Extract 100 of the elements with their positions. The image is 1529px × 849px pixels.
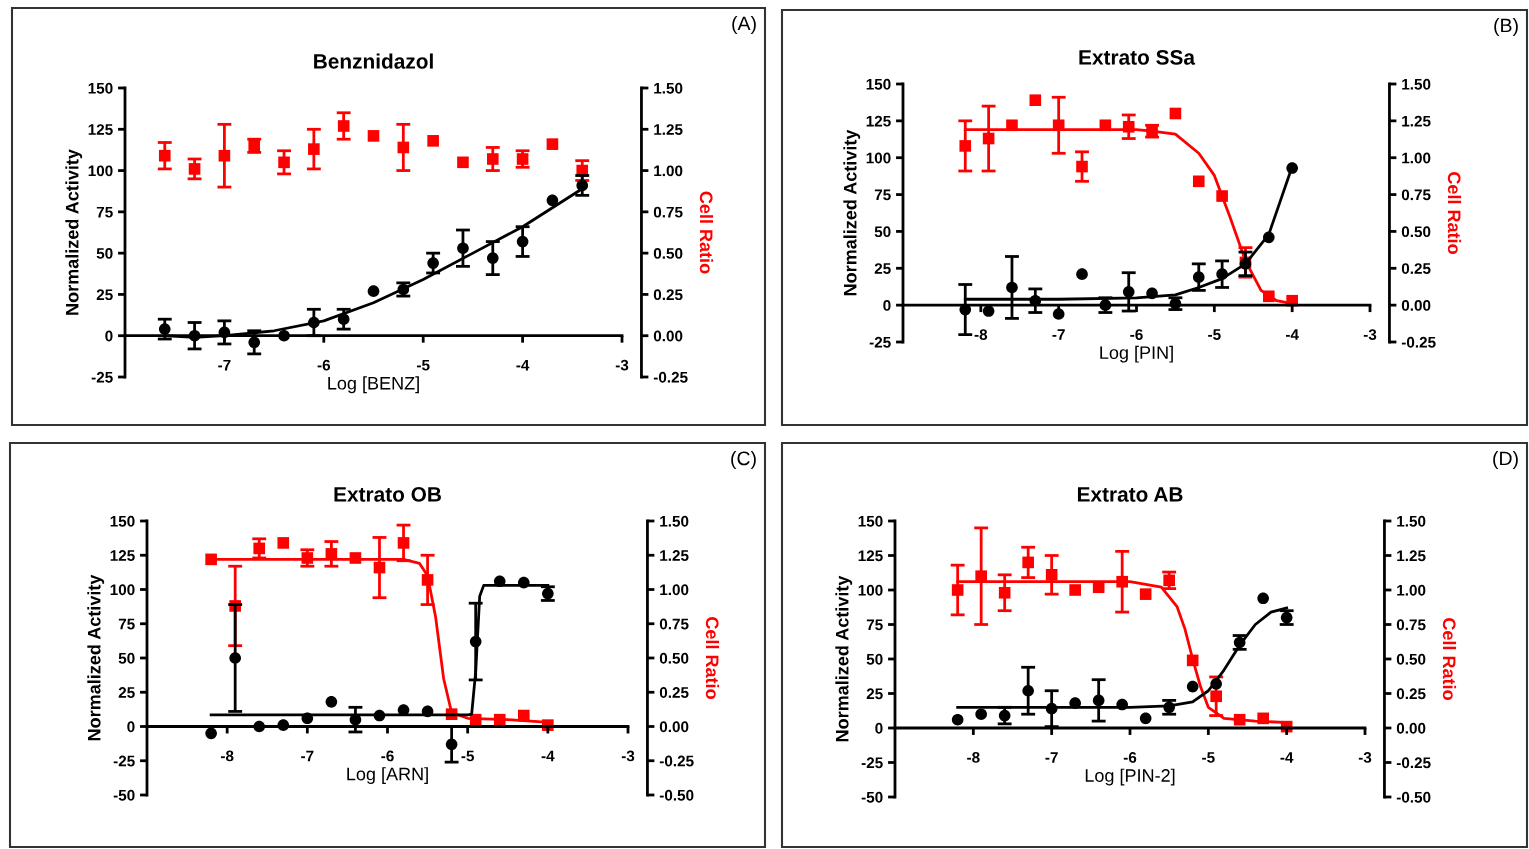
y2-tick-label: 0.75: [1396, 619, 1426, 631]
x-axis-title: Log [PIN-2]: [1085, 768, 1175, 786]
x-tick-label: -8: [974, 329, 988, 340]
y-tick-label: 0: [875, 722, 883, 734]
x-tick-label: -3: [615, 359, 629, 371]
y2-tick-label: -0.25: [1396, 757, 1431, 769]
y-axis-title: Normalized Activity: [87, 574, 105, 741]
y2-tick-label: 0.50: [653, 248, 683, 259]
y2-tick-label: 0.75: [1401, 189, 1431, 201]
y2-tick-label: 1.50: [1402, 78, 1431, 90]
y2-tick-label: 0.50: [1396, 653, 1426, 665]
y-tick-label: -50: [113, 789, 135, 801]
y-tick-label: 50: [866, 653, 883, 665]
y-tick-label: 50: [118, 652, 135, 664]
y-tick-label: 150: [110, 515, 135, 527]
y2-tick-label: -0.25: [659, 755, 694, 767]
chart-title: Extrato OB: [334, 487, 441, 502]
y2-tick-label: 1.50: [654, 82, 683, 94]
text: (A): [732, 16, 756, 35]
y2-tick-label: -0.25: [1401, 336, 1436, 348]
y2-tick-label: -0.25: [653, 371, 688, 383]
y2-tick-label: 0.00: [1396, 722, 1426, 734]
x-tick-label: -7: [301, 750, 314, 762]
y-tick-label: 150: [858, 515, 883, 527]
y2-tick-label: 0.25: [659, 687, 689, 698]
y-tick-label: 25: [118, 687, 135, 698]
y2-tick-label: 0.00: [1401, 300, 1431, 311]
y2-axis-title: Cell Ratio: [705, 617, 720, 699]
y-tick-label: 125: [866, 115, 891, 127]
y-tick-label: 125: [858, 550, 883, 562]
x-tick-label: -7: [1052, 329, 1065, 340]
y2-tick-label: 0.75: [653, 206, 683, 218]
y-tick-label: -25: [113, 755, 135, 767]
y2-tick-label: 0.25: [1401, 263, 1431, 274]
x-tick-label: -6: [1130, 329, 1143, 340]
x-tick-label: -7: [218, 359, 231, 371]
y2-tick-label: 1.50: [660, 515, 689, 527]
y2-tick-label: 0.25: [653, 289, 683, 301]
y-tick-label: -25: [91, 371, 113, 383]
y2-tick-label: 1.25: [660, 550, 689, 561]
y-tick-label: 100: [866, 152, 891, 164]
y2-tick-label: 0.75: [659, 618, 689, 630]
x-tick-label: -8: [220, 750, 234, 762]
y2-tick-label: 1.00: [660, 584, 689, 596]
y2-tick-label: 1.00: [1402, 152, 1431, 164]
x-axis-title: Log [ARN]: [347, 767, 428, 784]
y-tick-label: 50: [874, 226, 891, 238]
y-axis-title: Normalized Activity: [65, 149, 83, 315]
y-axis-title: Normalized Activity: [843, 129, 861, 296]
x-tick-label: -6: [317, 359, 331, 371]
x-tick-label: -5: [1202, 752, 1215, 763]
chart-title: Benznidazol: [314, 53, 433, 69]
y2-tick-label: 1.25: [654, 124, 683, 135]
y-tick-label: -25: [861, 757, 883, 769]
text: (C): [731, 451, 756, 470]
y2-tick-label: 0.00: [659, 721, 689, 733]
y-tick-label: 75: [96, 206, 113, 218]
y-tick-label: 0: [127, 721, 135, 733]
y-tick-label: 0: [105, 330, 113, 342]
x-tick-label: -3: [1358, 752, 1372, 763]
x-tick-label: -8: [967, 752, 980, 763]
y2-tick-label: 0.50: [1401, 226, 1431, 238]
y2-tick-label: 0.25: [1396, 688, 1426, 700]
x-tick-label: -4: [516, 359, 530, 371]
x-tick-label: -6: [1123, 752, 1137, 763]
y2-tick-label: 1.00: [1397, 584, 1426, 596]
y2-tick-label: 0.00: [653, 330, 683, 342]
chart-title: Extrato AB: [1077, 487, 1183, 502]
x-tick-label: -4: [1285, 329, 1299, 340]
y2-axis-title: Cell Ratio: [699, 191, 714, 274]
y2-tick-label: 1.00: [654, 165, 683, 177]
x-tick-label: -5: [417, 359, 430, 371]
x-tick-label: -4: [541, 750, 555, 762]
x-axis-title: Log [PIN]: [1100, 345, 1173, 363]
x-tick-label: -5: [461, 750, 475, 762]
y2-tick-label: 1.50: [1397, 515, 1426, 527]
y2-tick-label: -0.50: [1396, 791, 1431, 803]
y2-tick-label: 0.50: [659, 652, 689, 664]
y2-axis-title: Cell Ratio: [1442, 618, 1457, 700]
y2-tick-label: -0.50: [659, 789, 694, 801]
y-tick-label: 100: [858, 584, 883, 596]
y-axis-title: Normalized Activity: [835, 575, 853, 742]
x-tick-label: -5: [1208, 329, 1221, 340]
chart-title: Extrato SSa: [1079, 50, 1196, 65]
y-tick-label: 100: [88, 165, 113, 177]
text: (B): [1494, 18, 1518, 37]
y-tick-label: 75: [866, 619, 883, 631]
x-axis-title: Log [BENZ]: [328, 376, 419, 394]
y-tick-label: 75: [118, 618, 135, 630]
y-tick-label: 125: [88, 124, 113, 135]
y-tick-label: 150: [88, 82, 113, 94]
y-tick-label: 25: [874, 263, 891, 274]
y-tick-label: 0: [883, 300, 891, 311]
y-tick-label: 125: [110, 550, 135, 561]
x-tick-label: -4: [1280, 752, 1294, 763]
y-tick-label: -50: [861, 791, 883, 803]
y2-tick-label: 1.25: [1402, 115, 1431, 127]
text: (D): [1493, 451, 1518, 470]
y-tick-label: 25: [96, 289, 113, 301]
y-tick-label: 100: [110, 584, 135, 596]
